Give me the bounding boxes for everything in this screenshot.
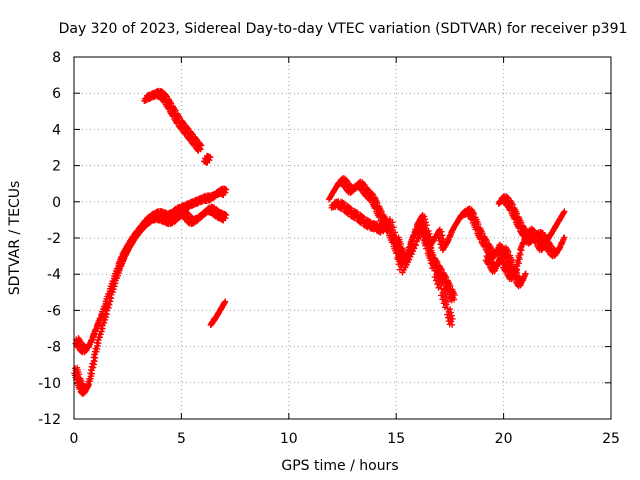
y-tick-label: 4 xyxy=(52,122,61,138)
data-point xyxy=(94,336,101,343)
x-tick-label: 0 xyxy=(70,431,79,447)
data-point xyxy=(104,303,111,310)
y-tick-label: 0 xyxy=(52,195,61,211)
data-point xyxy=(92,326,99,333)
data-point xyxy=(98,325,105,332)
data-point xyxy=(134,232,141,239)
x-tick-label: 10 xyxy=(280,431,298,447)
data-point xyxy=(76,371,83,378)
data-point xyxy=(222,189,229,196)
data-point xyxy=(109,285,116,292)
data-point xyxy=(103,307,110,314)
data-point xyxy=(93,339,100,346)
data-point xyxy=(122,252,129,259)
data-point xyxy=(113,272,120,279)
data-point xyxy=(82,387,89,394)
x-tick-label: 15 xyxy=(387,431,405,447)
data-point xyxy=(118,261,125,268)
data-point xyxy=(223,186,230,193)
x-tick-label: 5 xyxy=(177,431,186,447)
data-point xyxy=(87,337,94,344)
data-point xyxy=(100,316,107,323)
y-tick-label: 2 xyxy=(52,159,61,175)
data-point xyxy=(86,375,93,382)
y-axis-label: SDTVAR / TECUs xyxy=(7,181,23,296)
data-point xyxy=(89,360,96,367)
y-tick-label: -4 xyxy=(47,267,61,283)
y-tick-label: 8 xyxy=(52,50,61,66)
y-tick-label: -12 xyxy=(38,412,61,428)
y-tick-label: -6 xyxy=(47,303,61,319)
data-points xyxy=(71,87,568,397)
y-tick-label: -8 xyxy=(47,340,61,356)
x-tick-label: 20 xyxy=(495,431,513,447)
data-point xyxy=(102,310,109,317)
x-tick-labels: 0 5 10 15 20 25 xyxy=(70,431,620,447)
data-point xyxy=(222,215,229,222)
data-point xyxy=(95,334,102,341)
y-tick-label: -2 xyxy=(47,231,61,247)
data-point xyxy=(108,288,115,295)
data-point xyxy=(100,319,107,326)
data-point xyxy=(96,315,103,322)
data-point xyxy=(99,322,106,329)
data-point xyxy=(107,291,114,298)
data-point xyxy=(92,345,99,352)
y-tick-label: 6 xyxy=(52,86,61,102)
x-tick-label: 25 xyxy=(602,431,620,447)
data-point xyxy=(96,331,103,338)
x-axis-label: GPS time / hours xyxy=(281,458,398,474)
y-tick-label: -10 xyxy=(38,376,61,392)
data-point xyxy=(105,300,112,307)
data-point xyxy=(223,212,230,219)
data-point xyxy=(82,347,89,354)
data-point xyxy=(106,294,113,301)
y-tick-labels: -12 -10 -8 -6 -4 -2 0 2 4 6 8 xyxy=(38,50,61,428)
chart-title: Day 320 of 2023, Sidereal Day-to-day VTE… xyxy=(59,21,628,37)
